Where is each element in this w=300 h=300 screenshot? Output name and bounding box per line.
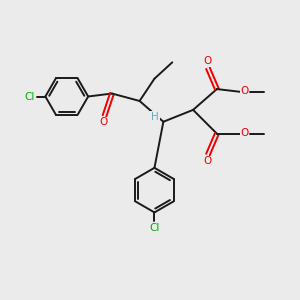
Text: O: O [99,117,107,128]
Text: O: O [240,128,249,138]
Text: O: O [204,156,212,166]
Text: O: O [204,56,212,66]
Text: Cl: Cl [25,92,35,101]
Text: H: H [151,112,159,122]
Text: O: O [240,86,249,96]
Text: Cl: Cl [149,223,160,233]
